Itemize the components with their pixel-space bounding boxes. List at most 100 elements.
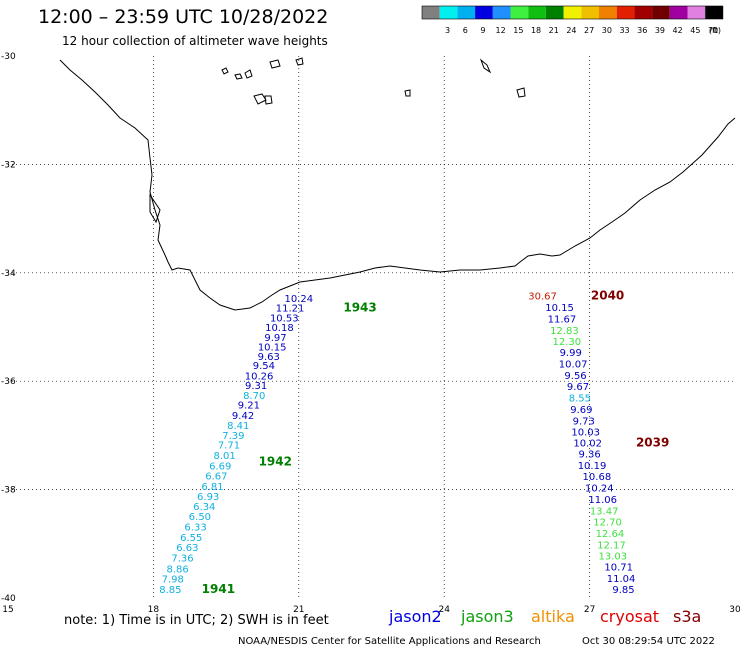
- wave-height-reading: 6.50: [189, 512, 211, 523]
- satellite-jason2: jason2: [389, 607, 442, 626]
- wave-height-reading: 8.01: [214, 451, 236, 462]
- legend-tick-label: 36: [637, 26, 647, 35]
- wave-height-reading: 11.21: [276, 304, 305, 315]
- lat-label: -36: [1, 377, 16, 387]
- wave-height-reading: 6.63: [176, 543, 198, 554]
- wave-height-legend: 3 6 9 12 15 18 21 24 27 30 33 36 39 42 45 70(ft): [421, 5, 724, 35]
- map-subtitle: 12 hour collection of altimeter wave hei…: [62, 34, 328, 48]
- wave-height-reading: 10.19: [578, 461, 607, 472]
- wave-height-reading: 6.69: [209, 461, 231, 472]
- legend-tick-label: 12: [496, 26, 506, 35]
- island: [404, 89, 411, 97]
- satellite-altika: altika: [531, 607, 575, 626]
- coastline-path: [59, 59, 736, 311]
- legend-swatch: [528, 6, 546, 19]
- legend-tick-label: 24: [566, 26, 576, 35]
- satellite-cryosat: cryosat: [600, 607, 660, 626]
- legend-tick-label: 42: [673, 26, 683, 35]
- legend-swatch: [563, 6, 582, 19]
- island: [244, 69, 253, 79]
- wave-height-reading: 10.53: [270, 313, 299, 324]
- wave-height-reading: 7.71: [218, 441, 240, 452]
- wave-height-reading: 9.21: [238, 401, 260, 412]
- lon-label: 24: [438, 605, 450, 615]
- island: [269, 59, 281, 69]
- wave-height-reading: 11.06: [588, 495, 617, 506]
- axis-labels: 15 18 21 24 27 30 -30 -32 -34 -36 -38 -40: [1, 52, 740, 615]
- legend-swatch: [581, 6, 599, 19]
- legend-swatch: [510, 6, 529, 19]
- legend-swatch: [634, 6, 653, 19]
- wave-height-reading: 9.56: [564, 371, 586, 382]
- island: [295, 57, 304, 66]
- wave-height-reading: 13.47: [590, 506, 619, 517]
- wave-height-reading: 12.17: [597, 540, 626, 551]
- legend-swatch: [616, 6, 635, 19]
- wave-height-reading: 8.70: [243, 391, 265, 402]
- legend-tick-label: 15: [513, 26, 523, 35]
- wave-height-reading: 9.54: [253, 361, 275, 372]
- wave-height-reading: 30.67: [528, 292, 557, 303]
- island: [479, 58, 492, 74]
- lon-label: 18: [148, 605, 160, 615]
- satellite-s3a: s3a: [673, 607, 702, 626]
- wave-height-reading: 9.73: [573, 416, 595, 427]
- lat-label: -40: [1, 594, 16, 604]
- legend-frame: [421, 5, 724, 20]
- legend-tick-label: 18: [531, 26, 541, 35]
- wave-height-reading: 12.64: [596, 529, 625, 540]
- legend-swatch: [545, 6, 564, 19]
- pass-time-label: 1941: [202, 582, 235, 596]
- legend-tick-label: 3: [445, 26, 450, 35]
- legend-swatch: [422, 6, 440, 19]
- wave-height-reading: 6.81: [201, 482, 223, 493]
- pass-time-label: 1943: [343, 301, 376, 315]
- wave-height-reading: 9.63: [258, 352, 280, 363]
- timestamp-text: Oct 30 08:29:54 UTC 2022: [582, 636, 715, 647]
- wave-height-reading: 10.26: [245, 371, 274, 382]
- wave-height-reading: 6.67: [205, 472, 227, 483]
- legend-swatch: [457, 6, 476, 19]
- legend-swatch: [687, 6, 706, 19]
- credit-text: NOAA/NESDIS Center for Satellite Applica…: [238, 636, 541, 647]
- footer-note: note: 1) Time is in UTC; 2) SWH is in fe…: [64, 613, 329, 628]
- legend-swatch: [705, 6, 723, 19]
- altimeter-tracks: 8.857.988.867.366.636.556.336.506.346.93…: [159, 289, 669, 596]
- legend-unit: (ft): [709, 26, 721, 35]
- wave-height-reading: 11.04: [607, 574, 636, 585]
- grid-lines: [8, 56, 735, 598]
- wave-height-reading: 10.03: [571, 428, 600, 439]
- legend-swatch: [492, 6, 511, 19]
- wave-height-reading: 6.93: [197, 492, 219, 503]
- wave-height-reading: 9.85: [612, 585, 634, 596]
- pass-time-label: 2039: [636, 436, 669, 450]
- island: [264, 95, 273, 105]
- island: [253, 93, 267, 105]
- wave-height-reading: 9.97: [264, 333, 286, 344]
- wave-height-reading: 7.36: [171, 553, 193, 564]
- lat-label: -34: [1, 269, 16, 279]
- legend-tick-label: 6: [463, 26, 468, 35]
- legend-swatch: [599, 6, 617, 19]
- wave-height-reading: 11.67: [548, 314, 577, 325]
- legend-tick-label: 33: [619, 26, 629, 35]
- wave-height-reading: 10.24: [585, 484, 614, 495]
- wave-height-reading: 6.33: [184, 523, 206, 534]
- wave-height-reading: 10.15: [258, 343, 287, 354]
- pass-time-label: 2040: [591, 289, 624, 303]
- lon-label: 15: [2, 605, 13, 615]
- lat-label: -38: [1, 486, 16, 496]
- wave-height-reading: 12.83: [550, 326, 579, 337]
- wave-height-reading: 9.99: [560, 348, 582, 359]
- legend-tick-label: 45: [690, 26, 700, 35]
- satellite-jason3: jason3: [461, 607, 514, 626]
- legend-swatch: [669, 6, 688, 19]
- island: [516, 87, 526, 98]
- pass-time-label: 1942: [259, 454, 292, 468]
- wave-height-reading: 8.55: [569, 394, 591, 405]
- legend-swatch: [652, 6, 670, 19]
- wave-height-reading: 10.68: [583, 472, 612, 483]
- coastline: [59, 57, 736, 311]
- wave-height-reading: 9.42: [232, 411, 254, 422]
